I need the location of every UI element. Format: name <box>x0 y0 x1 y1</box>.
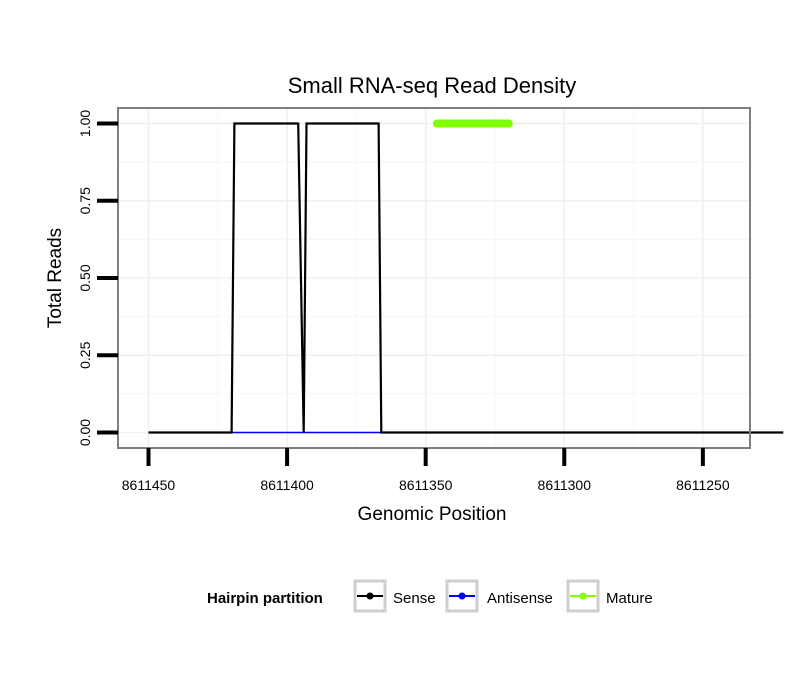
legend-label-sense: Sense <box>393 590 436 607</box>
y-axis-title: Total Reads <box>45 228 66 328</box>
x-tick-label: 8611250 <box>676 477 730 493</box>
chart-title: Small RNA-seq Read Density <box>288 73 577 98</box>
y-axis-ticks: 0.00 0.25 0.50 0.75 1.00 <box>77 110 118 446</box>
y-tick-label: 0.50 <box>77 264 93 291</box>
series-lines <box>148 119 784 434</box>
x-axis-title: Genomic Position <box>358 504 507 525</box>
y-tick-label: 0.25 <box>77 341 93 368</box>
legend: Hairpin partition Sense Antisense Mature <box>207 579 653 613</box>
y-tick-label: 1.00 <box>77 110 93 137</box>
x-tick-label: 8611300 <box>538 477 592 493</box>
legend-label-antisense: Antisense <box>487 590 553 607</box>
legend-title: Hairpin partition <box>207 590 323 607</box>
legend-label-mature: Mature <box>606 590 653 607</box>
legend-key-point <box>458 592 466 600</box>
series-line-sense <box>148 122 784 434</box>
gridlines <box>118 108 750 448</box>
legend-key-point <box>579 592 587 600</box>
x-tick-label: 8611350 <box>399 477 453 493</box>
x-tick-label: 8611400 <box>260 477 314 493</box>
x-tick-label: 8611450 <box>122 477 176 493</box>
legend-key-point <box>366 592 374 600</box>
x-axis-ticks: 8611450 8611400 8611350 8611300 8611250 <box>122 448 730 493</box>
y-tick-label: 0.75 <box>77 187 93 214</box>
y-tick-label: 0.00 <box>77 419 93 446</box>
